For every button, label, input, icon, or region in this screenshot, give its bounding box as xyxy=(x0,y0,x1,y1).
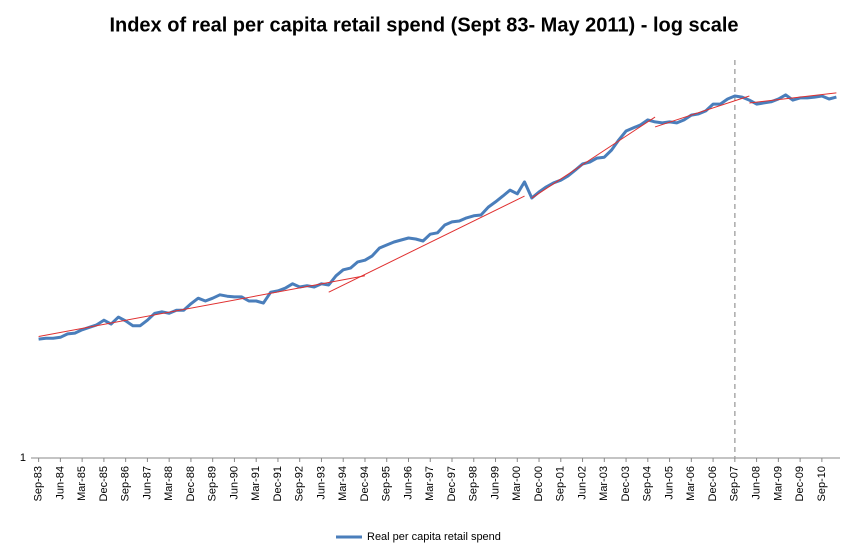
x-tick-label: Jun-90 xyxy=(228,466,240,500)
x-tick-label: Jun-05 xyxy=(663,466,675,500)
x-tick-label: Jun-02 xyxy=(576,466,588,500)
x-tick-label: Jun-87 xyxy=(141,466,153,500)
x-tick-label: Dec-94 xyxy=(359,466,371,501)
x-tick-label: Jun-93 xyxy=(315,466,327,500)
x-tick-label: Jun-84 xyxy=(54,466,66,500)
y-tick-label: 1 xyxy=(20,452,26,464)
x-tick-label: Mar-00 xyxy=(511,466,523,501)
x-tick-label: Sep-01 xyxy=(555,466,567,501)
x-tick-label: Sep-83 xyxy=(33,466,45,501)
x-tick-label: Mar-06 xyxy=(685,466,697,501)
chart-title: Index of real per capita retail spend (S… xyxy=(109,14,738,36)
x-tick-label: Dec-09 xyxy=(794,466,806,501)
x-tick-label: Mar-85 xyxy=(76,466,88,501)
x-tick-label: Dec-88 xyxy=(185,466,197,501)
x-tick-label: Mar-09 xyxy=(772,466,784,501)
x-tick-label: Dec-03 xyxy=(620,466,632,501)
x-tick-label: Sep-07 xyxy=(729,466,741,501)
x-tick-label: Jun-99 xyxy=(489,466,501,500)
x-tick-label: Sep-04 xyxy=(642,466,654,501)
x-tick-label: Dec-91 xyxy=(272,466,284,501)
x-tick-label: Sep-95 xyxy=(381,466,393,501)
trend-line xyxy=(749,92,837,104)
x-tick-label: Mar-88 xyxy=(163,466,175,501)
x-tick-label: Mar-03 xyxy=(598,466,610,501)
trend-line xyxy=(38,275,366,337)
x-tick-label: Jun-08 xyxy=(751,466,763,500)
trend-line xyxy=(328,195,525,293)
x-tick-label: Sep-98 xyxy=(468,466,480,501)
x-tick-label: Dec-06 xyxy=(707,466,719,501)
x-tick-label: Sep-86 xyxy=(120,466,132,501)
x-tick-label: Dec-97 xyxy=(446,466,458,501)
x-tick-label: Jun-96 xyxy=(402,466,414,500)
data-line xyxy=(38,93,837,341)
x-tick-label: Dec-00 xyxy=(533,466,545,501)
x-tick-label: Sep-10 xyxy=(816,466,828,501)
x-tick-label: Mar-91 xyxy=(250,466,262,501)
x-tick-label: Dec-85 xyxy=(98,466,110,501)
trend-line xyxy=(654,95,750,128)
x-tick-label: Mar-94 xyxy=(337,466,349,501)
legend-label: Real per capita retail spend xyxy=(367,531,501,543)
x-tick-label: Mar-97 xyxy=(424,466,436,501)
x-tick-label: Sep-92 xyxy=(294,466,306,501)
x-tick-label: Sep-89 xyxy=(207,466,219,501)
trend-line xyxy=(531,116,656,199)
